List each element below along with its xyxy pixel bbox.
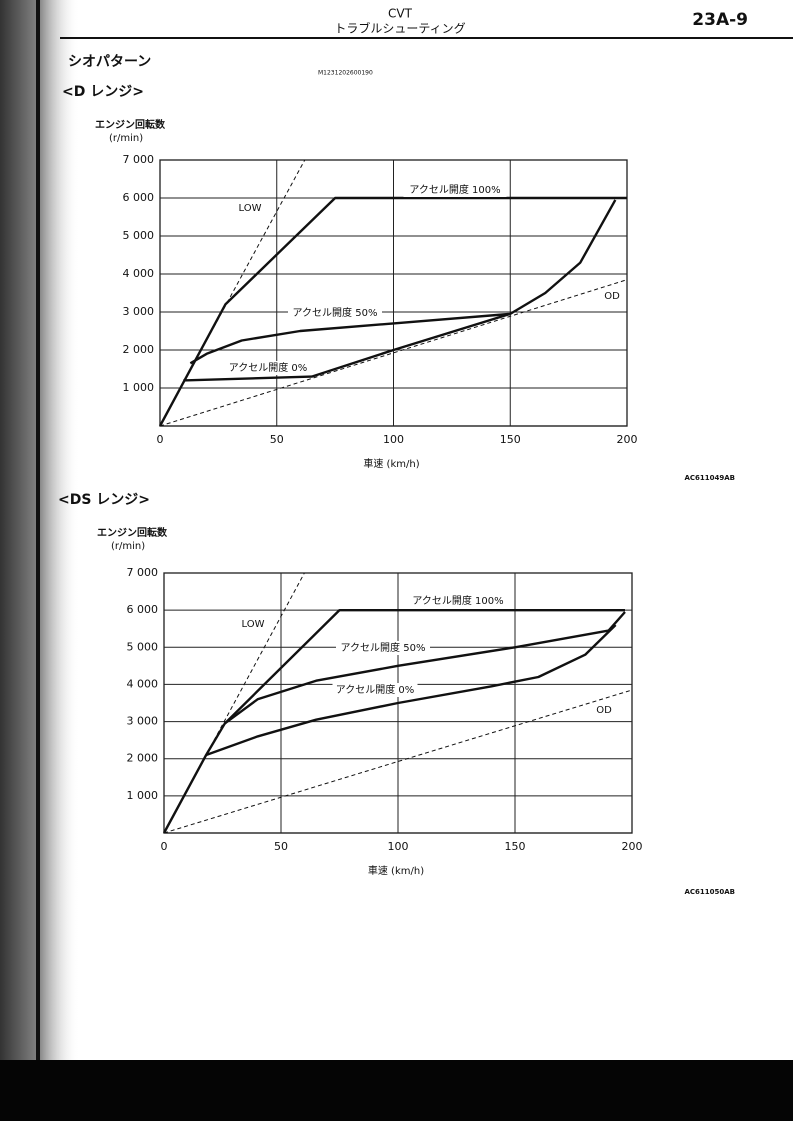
y-tick-label: 3 000: [123, 305, 155, 318]
x-tick-label: 100: [383, 433, 404, 446]
series-label: アクセル開度 0%: [336, 683, 415, 696]
label-bg: [288, 306, 382, 320]
y-axis-label: エンジン回転数: [95, 118, 166, 131]
label-bg: [403, 183, 507, 197]
figure-id: AC611049AB: [684, 474, 735, 482]
x-tick-label: 200: [622, 840, 643, 853]
series-label: アクセル開度 0%: [229, 361, 308, 374]
series-line: [205, 624, 617, 757]
x-tick-label: 50: [270, 433, 284, 446]
label-bg: [406, 594, 510, 608]
series-line: [158, 196, 627, 427]
y-axis-label: エンジン回転数: [97, 526, 168, 539]
series-label: LOW: [239, 203, 262, 214]
series-label: LOW: [242, 619, 265, 630]
label-bg: [593, 703, 615, 717]
doc-code: M1231202600190: [318, 70, 373, 77]
scan-fold: [36, 0, 40, 1060]
header-title: CVT: [388, 7, 413, 21]
y-tick-label: 1 000: [123, 381, 155, 394]
series-line: [189, 199, 617, 365]
y-tick-label: 4 000: [123, 267, 155, 280]
chart-title: <DS レンジ>: [58, 492, 150, 508]
chart-title: <D レンジ>: [62, 84, 144, 100]
label-bg: [601, 289, 623, 303]
x-axis-label: 車速 (km/h): [363, 457, 419, 470]
series-label: アクセル開度 100%: [409, 183, 500, 196]
y-tick-label: 5 000: [123, 229, 155, 242]
series-label: アクセル開度 50%: [293, 306, 378, 319]
x-axis-label: 車速 (km/h): [368, 864, 424, 877]
series-label: アクセル開度 50%: [341, 641, 426, 654]
series-line: [163, 689, 633, 834]
label-bg: [237, 617, 269, 631]
x-tick-label: 0: [161, 840, 168, 853]
x-tick-label: 150: [500, 433, 521, 446]
section-heading: シオパターン: [68, 54, 151, 70]
y-tick-label: 2 000: [127, 752, 159, 765]
y-tick-label: 5 000: [127, 640, 159, 653]
y-tick-label: 6 000: [127, 603, 159, 616]
scan-bottom: [0, 1060, 793, 1121]
x-tick-label: 100: [388, 840, 409, 853]
label-bg: [225, 361, 311, 375]
series-line: [183, 312, 511, 382]
y-tick-label: 7 000: [123, 153, 155, 166]
page-number: 23A-9: [692, 10, 748, 30]
series-label: OD: [604, 291, 620, 302]
y-axis-unit: (r/min): [109, 133, 143, 144]
label-bg: [332, 683, 418, 697]
x-tick-label: 150: [505, 840, 526, 853]
label-bg: [234, 201, 266, 215]
y-tick-label: 1 000: [127, 789, 159, 802]
x-tick-label: 200: [617, 433, 638, 446]
header-subtitle: トラブルシューティング: [334, 21, 465, 36]
y-tick-label: 2 000: [123, 343, 155, 356]
figure-id: AC611050AB: [684, 888, 735, 896]
x-tick-label: 50: [274, 840, 288, 853]
series-label: OD: [596, 705, 612, 716]
x-tick-label: 0: [157, 433, 164, 446]
series-line: [159, 279, 628, 427]
y-tick-label: 3 000: [127, 715, 159, 728]
y-axis-unit: (r/min): [111, 541, 145, 552]
y-tick-label: 4 000: [127, 677, 159, 690]
y-tick-label: 6 000: [123, 191, 155, 204]
label-bg: [336, 641, 430, 655]
series-label: アクセル開度 100%: [412, 594, 503, 607]
y-tick-label: 7 000: [127, 566, 159, 579]
